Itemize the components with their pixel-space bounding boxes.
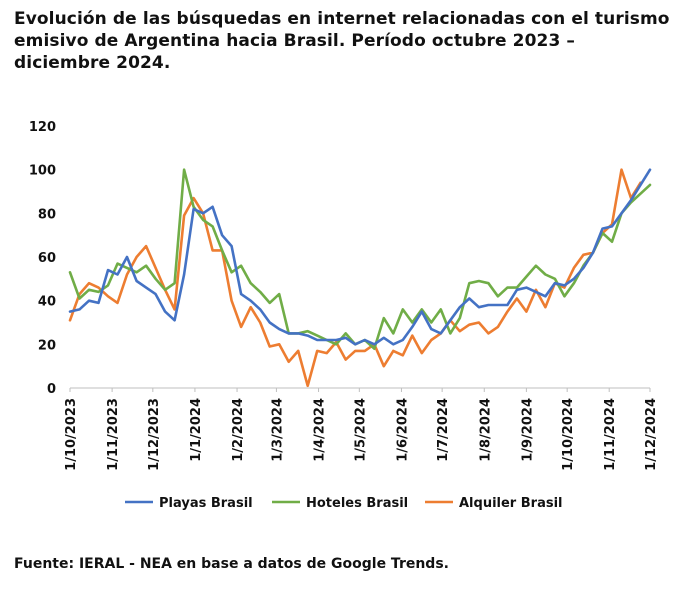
legend: Playas Brasil Hoteles Brasil Alquiler Bras… [125,496,563,511]
y-tick-label: 0 [47,382,56,397]
y-axis: 0 20 40 60 80 100 120 [29,120,56,397]
line-chart: 0 20 40 60 80 100 120 1/10/2023 1/11/2023 1/12/2… [29,120,659,511]
y-tick-label: 80 [38,207,56,222]
x-tick-label: 1/10/2023 [64,398,79,471]
x-tick-label: 1/5/2024 [353,398,368,462]
x-tick-label: 1/12/2023 [147,398,162,471]
x-tick-label: 1/1/2024 [189,398,204,462]
legend-label: Hoteles Brasil [306,496,408,511]
y-tick-label: 40 [38,295,56,310]
x-tick-label: 1/12/2024 [644,398,659,471]
y-tick-label: 120 [29,120,56,135]
x-tick-label: 1/10/2024 [561,398,576,471]
legend-label: Playas Brasil [159,496,253,511]
source-note: Fuente: IERAL - NEA en base a datos de G… [14,556,449,572]
x-tick-label: 1/6/2024 [395,398,410,462]
x-tick-label: 1/4/2024 [313,398,328,462]
x-tick-label: 1/8/2024 [478,398,493,462]
y-tick-label: 60 [38,251,56,266]
x-axis: 1/10/2023 1/11/2023 1/12/2023 1/1/2024 1/2/2… [64,388,659,471]
y-tick-label: 100 [29,164,56,179]
chart-title: Evolución de las búsquedas en internet r… [14,9,670,73]
x-tick-label: 1/2/2024 [231,398,246,462]
y-tick-label: 20 [38,338,56,353]
series-line-playas-brasil [68,168,652,346]
x-tick-label: 1/11/2023 [106,398,121,471]
x-tick-label: 1/7/2024 [436,398,451,462]
x-tick-label: 1/11/2024 [603,398,618,471]
x-tick-label: 1/9/2024 [520,398,535,462]
x-tick-label: 1/3/2024 [270,398,285,462]
plot-area [68,168,652,388]
series-line-hoteles-brasil [68,168,652,351]
legend-label: Alquiler Brasil [459,496,563,511]
